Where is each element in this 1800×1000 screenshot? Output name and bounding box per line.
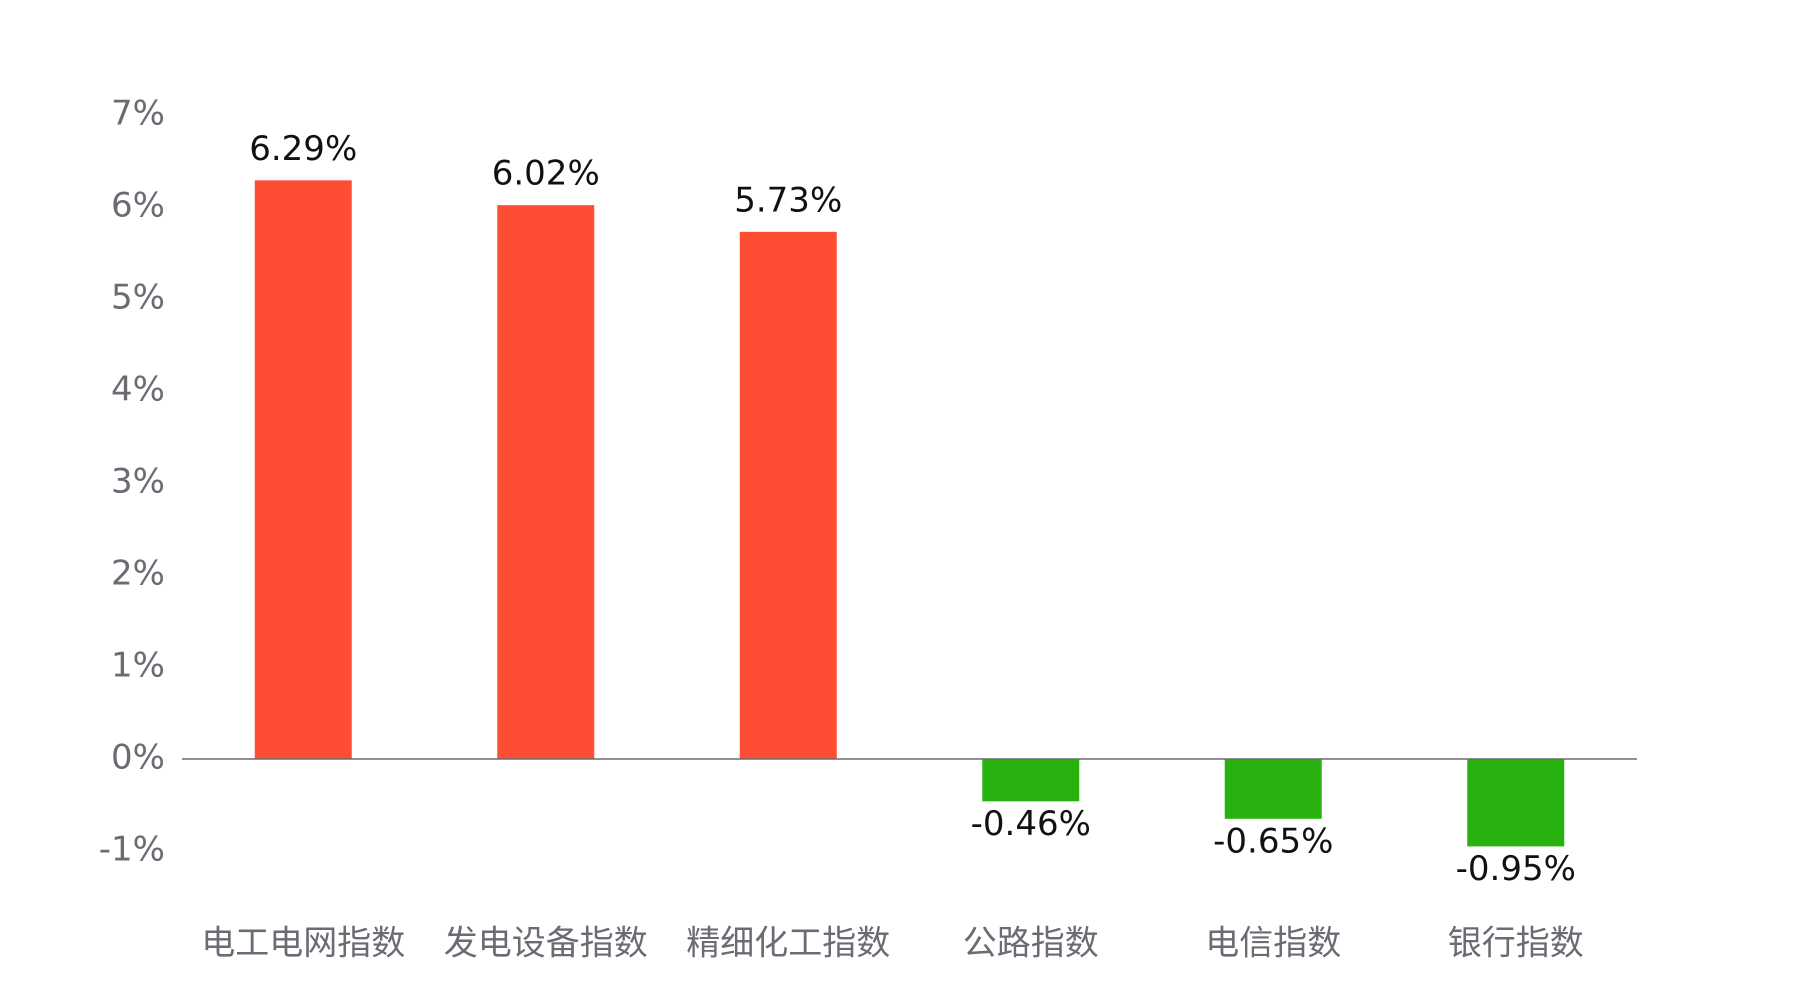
value-label: 6.29% <box>249 129 357 169</box>
bar <box>254 180 352 759</box>
value-label: 6.02% <box>492 154 600 194</box>
y-tick-label: 4% <box>111 370 165 410</box>
y-tick-label: 3% <box>111 462 165 502</box>
value-label: -0.65% <box>1213 821 1333 861</box>
bar <box>739 231 837 760</box>
y-tick-label: 2% <box>111 554 165 594</box>
bar <box>1224 759 1322 819</box>
y-tick-label: 7% <box>111 94 165 134</box>
bar <box>497 205 595 759</box>
y-tick-label: 1% <box>111 646 165 686</box>
bar <box>982 759 1080 802</box>
x-tick-label: 电信指数 <box>1205 924 1341 964</box>
y-tick-label: 0% <box>111 738 165 778</box>
y-tick-label: 6% <box>111 186 165 226</box>
x-tick-label: 银行指数 <box>1448 924 1584 964</box>
x-tick-label: 公路指数 <box>963 924 1099 964</box>
value-label: -0.95% <box>1456 849 1576 889</box>
x-tick-label: 电工电网指数 <box>201 924 405 964</box>
x-tick-label: 精细化工指数 <box>686 924 890 964</box>
value-label: -0.46% <box>971 804 1091 844</box>
x-tick-label: 发电设备指数 <box>444 924 648 964</box>
y-tick-label: -1% <box>99 830 165 870</box>
y-tick-label: 5% <box>111 278 165 318</box>
value-label: 5.73% <box>734 180 842 220</box>
bar <box>1467 759 1565 847</box>
